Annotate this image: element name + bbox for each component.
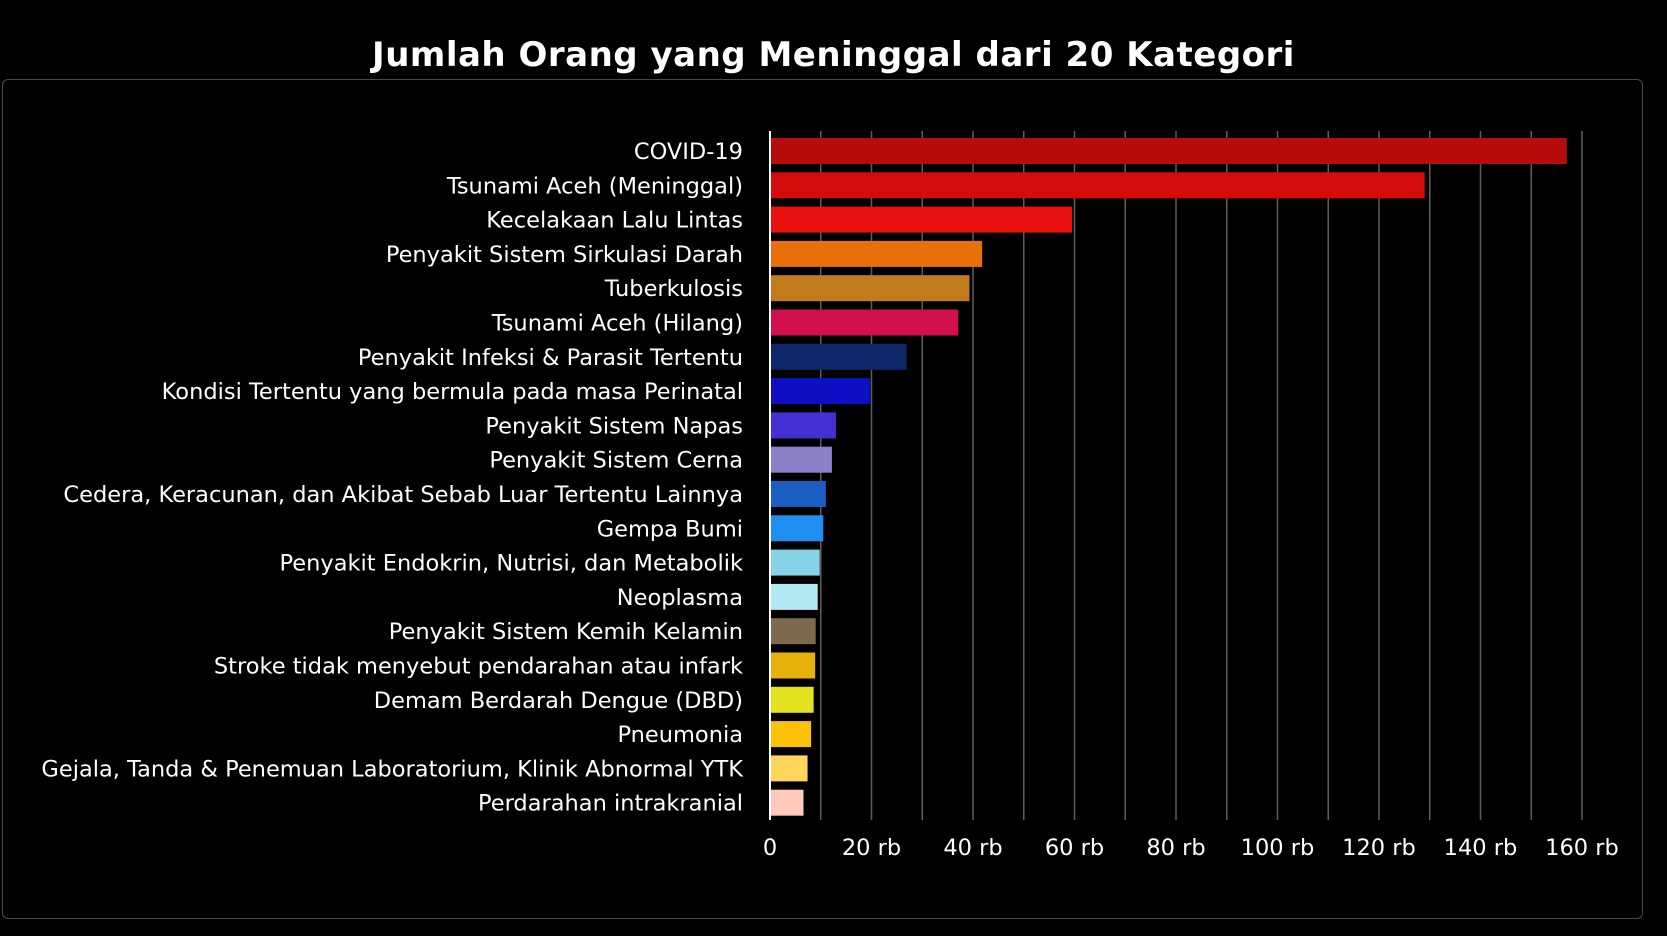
- category-label: Neoplasma: [617, 585, 743, 611]
- bar: [770, 343, 907, 370]
- bar: [770, 309, 959, 336]
- x-tick-label: 160 rb: [1545, 835, 1619, 861]
- bar: [770, 721, 812, 748]
- grid-lines: [820, 131, 1583, 820]
- x-tick-label: 80 rb: [1146, 835, 1205, 861]
- bar: [770, 172, 1425, 199]
- category-label: Gempa Bumi: [597, 516, 743, 542]
- category-labels: COVID-19 Tsunami Aceh (Meninggal) Kecelaka…: [41, 139, 744, 817]
- bar: [770, 549, 820, 576]
- category-label: Tsunami Aceh (Meninggal): [446, 173, 743, 199]
- chart-panel: [2, 79, 1643, 919]
- x-tick-label: 120 rb: [1342, 835, 1416, 861]
- bar: [770, 652, 816, 679]
- category-label: Penyakit Sistem Sirkulasi Darah: [386, 242, 743, 268]
- tick-labels: 0 20 rb 40 rb 60 rb 80 rb 100 rb 120 rb 140 rb 1…: [763, 835, 1619, 861]
- category-label: Penyakit Endokrin, Nutrisi, dan Metaboli…: [280, 551, 743, 577]
- bar: [770, 583, 818, 610]
- category-label: Stroke tidak menyebut pendarahan atau in…: [214, 654, 743, 680]
- category-label: Demam Berdarah Dengue (DBD): [374, 688, 743, 714]
- bar: [770, 515, 824, 542]
- category-label: Kondisi Tertentu yang bermula pada masa …: [162, 379, 743, 405]
- bar: [770, 240, 983, 267]
- bars: [770, 138, 1567, 816]
- chart-title: Jumlah Orang yang Meninggal dari 20 Kate…: [372, 35, 1295, 75]
- x-tick-label: 100 rb: [1241, 835, 1315, 861]
- bar: [770, 618, 816, 645]
- category-label: Tsunami Aceh (Hilang): [491, 311, 743, 337]
- category-label: Pneumonia: [617, 722, 743, 748]
- x-tick-label: 140 rb: [1444, 835, 1518, 861]
- bar: [770, 755, 808, 782]
- x-tick-label: 0: [763, 835, 777, 861]
- bar: [770, 412, 836, 439]
- category-label: COVID-19: [634, 139, 743, 165]
- bar: [770, 206, 1072, 233]
- x-tick-label: 60 rb: [1045, 835, 1104, 861]
- bar: [770, 446, 832, 473]
- category-label: Penyakit Sistem Kemih Kelamin: [389, 619, 743, 645]
- category-label: Kecelakaan Lalu Lintas: [486, 208, 743, 234]
- bar: [770, 789, 804, 816]
- bar: [770, 686, 814, 713]
- bar: [770, 481, 826, 507]
- bar: [770, 275, 970, 302]
- category-label: Perdarahan intrakranial: [478, 791, 743, 817]
- category-label: Tuberkulosis: [604, 276, 743, 302]
- bar: [770, 378, 870, 405]
- x-tick-label: 40 rb: [943, 835, 1002, 861]
- category-label: Penyakit Sistem Cerna: [489, 448, 743, 474]
- category-label: Penyakit Sistem Napas: [485, 413, 743, 439]
- bar: [770, 138, 1567, 164]
- category-label: Gejala, Tanda & Penemuan Laboratorium, K…: [41, 756, 744, 782]
- category-label: Cedera, Keracunan, dan Akibat Sebab Luar…: [63, 482, 743, 508]
- category-label: Penyakit Infeksi & Parasit Tertentu: [358, 345, 743, 371]
- x-tick-label: 20 rb: [842, 835, 901, 861]
